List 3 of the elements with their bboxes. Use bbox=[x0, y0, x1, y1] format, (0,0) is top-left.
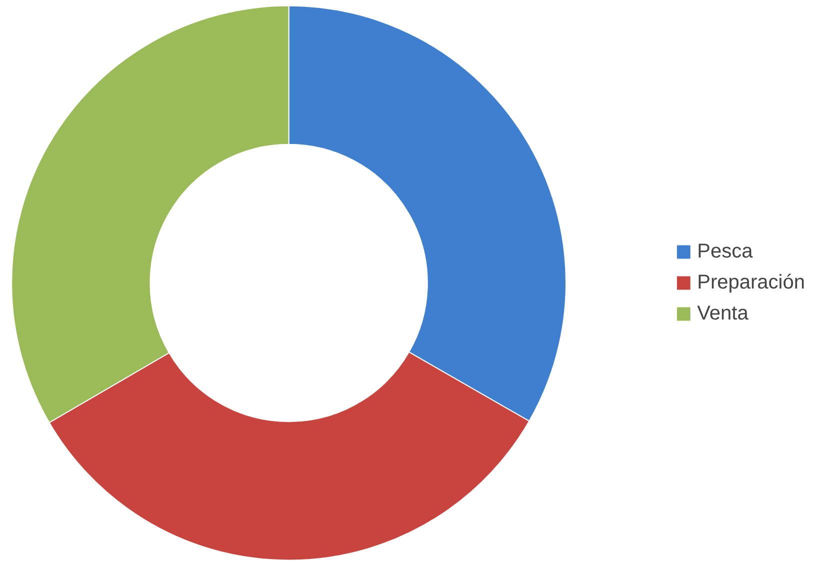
legend-label: Preparación bbox=[697, 271, 805, 294]
legend-label: Venta bbox=[697, 302, 748, 325]
legend-label: Pesca bbox=[697, 240, 753, 263]
